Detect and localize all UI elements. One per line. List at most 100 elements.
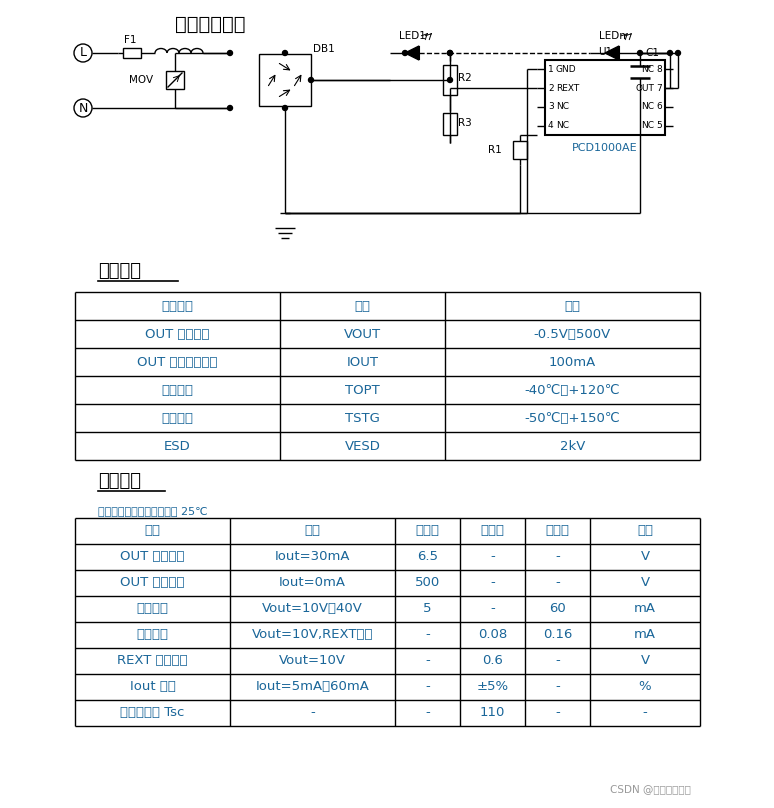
Text: -: - <box>425 654 430 667</box>
Text: N: N <box>78 102 87 115</box>
Text: Vout=10V～40V: Vout=10V～40V <box>262 603 363 616</box>
Text: V: V <box>640 654 649 667</box>
Text: -50℃～+150℃: -50℃～+150℃ <box>525 411 621 424</box>
Text: -: - <box>310 706 315 719</box>
Text: 5: 5 <box>423 603 432 616</box>
Text: 最大值: 最大值 <box>546 524 570 537</box>
Bar <box>513 141 527 159</box>
Text: Iout=5mA～60mA: Iout=5mA～60mA <box>255 680 369 693</box>
Text: REXT: REXT <box>556 83 579 93</box>
Text: 条件: 条件 <box>304 524 320 537</box>
Circle shape <box>228 50 232 56</box>
Text: F1: F1 <box>124 35 136 45</box>
Text: MOV: MOV <box>129 75 153 85</box>
Text: R3: R3 <box>458 118 471 128</box>
Text: V: V <box>640 576 649 590</box>
Text: REXT 端口电压: REXT 端口电压 <box>117 654 188 667</box>
Text: LED1: LED1 <box>399 31 426 41</box>
Circle shape <box>447 78 453 82</box>
Text: 典型应用方案: 典型应用方案 <box>175 15 245 34</box>
Text: 贮存温度: 贮存温度 <box>162 411 194 424</box>
Text: 5: 5 <box>656 121 662 130</box>
Text: 参数: 参数 <box>145 524 160 537</box>
Text: Vout=10V: Vout=10V <box>279 654 346 667</box>
Text: V: V <box>640 550 649 563</box>
Text: 静态电流: 静态电流 <box>136 629 169 642</box>
Text: Iout=0mA: Iout=0mA <box>279 576 346 590</box>
Text: OUT 端口电压: OUT 端口电压 <box>146 327 210 340</box>
Text: -: - <box>555 550 560 563</box>
Text: CSDN @集芯微电科技: CSDN @集芯微电科技 <box>610 784 690 794</box>
Bar <box>123 48 141 58</box>
Text: U1: U1 <box>598 47 612 57</box>
Text: NC: NC <box>641 65 654 74</box>
Text: -: - <box>490 576 495 590</box>
Text: NC: NC <box>641 103 654 112</box>
Text: R2: R2 <box>458 73 471 83</box>
Text: VESD: VESD <box>344 440 381 452</box>
Circle shape <box>667 50 673 56</box>
Text: -: - <box>555 654 560 667</box>
Text: IOUT: IOUT <box>347 356 378 368</box>
Text: 4: 4 <box>548 121 553 130</box>
Text: 特性参数: 特性参数 <box>162 300 194 313</box>
Text: 0.08: 0.08 <box>478 629 507 642</box>
Text: -0.5V～500V: -0.5V～500V <box>534 327 611 340</box>
Text: C1: C1 <box>645 48 659 58</box>
Text: 6.5: 6.5 <box>417 550 438 563</box>
Circle shape <box>309 78 313 82</box>
Text: 输出电流: 输出电流 <box>136 603 169 616</box>
Text: 7: 7 <box>656 83 662 93</box>
Text: 工作温度: 工作温度 <box>162 384 194 397</box>
Text: 2: 2 <box>548 83 553 93</box>
Text: 2kV: 2kV <box>560 440 585 452</box>
Text: -: - <box>425 629 430 642</box>
Text: 60: 60 <box>549 603 566 616</box>
Text: 符号: 符号 <box>354 300 371 313</box>
Text: OUT 端口耐压: OUT 端口耐压 <box>120 576 185 590</box>
Text: 单位: 单位 <box>637 524 653 537</box>
Text: mA: mA <box>634 629 656 642</box>
Text: LEDn: LEDn <box>598 31 625 41</box>
Text: -: - <box>642 706 647 719</box>
Text: TSTG: TSTG <box>345 411 380 424</box>
Text: VOUT: VOUT <box>344 327 381 340</box>
Text: Iout=30mA: Iout=30mA <box>275 550 351 563</box>
Text: 极限参数: 极限参数 <box>98 262 141 280</box>
Text: 电气参数: 电气参数 <box>98 472 141 490</box>
Circle shape <box>638 50 642 56</box>
Text: 500: 500 <box>415 576 440 590</box>
Text: ESD: ESD <box>164 440 191 452</box>
Text: Vout=10V,REXT悬空: Vout=10V,REXT悬空 <box>252 629 373 642</box>
Text: Iout 误差: Iout 误差 <box>129 680 176 693</box>
Text: 0.6: 0.6 <box>482 654 503 667</box>
Text: NC: NC <box>641 121 654 130</box>
Text: ±5%: ±5% <box>477 680 509 693</box>
Text: NC: NC <box>556 103 569 112</box>
Circle shape <box>447 50 453 56</box>
Circle shape <box>402 50 407 56</box>
Bar <box>443 65 457 95</box>
Text: 若无特殊说明，环境温度为 25℃: 若无特殊说明，环境温度为 25℃ <box>98 506 207 516</box>
Polygon shape <box>405 46 419 60</box>
Text: %: % <box>639 680 651 693</box>
Text: R1: R1 <box>488 145 502 155</box>
Text: mA: mA <box>634 603 656 616</box>
Text: 8: 8 <box>656 65 662 74</box>
Text: -: - <box>490 603 495 616</box>
Text: 3: 3 <box>548 103 553 112</box>
Circle shape <box>283 50 287 56</box>
Text: 温度补偿点 Tsc: 温度补偿点 Tsc <box>120 706 185 719</box>
Circle shape <box>676 50 680 56</box>
Circle shape <box>283 106 287 111</box>
Text: GND: GND <box>556 65 577 74</box>
Text: 范围: 范围 <box>564 300 580 313</box>
Bar <box>545 60 665 135</box>
Text: -: - <box>425 706 430 719</box>
Text: -: - <box>555 680 560 693</box>
Polygon shape <box>605 46 619 60</box>
Text: -: - <box>490 550 495 563</box>
Text: DB1: DB1 <box>313 44 334 54</box>
Text: OUT: OUT <box>635 83 654 93</box>
Text: 最小值: 最小值 <box>416 524 440 537</box>
